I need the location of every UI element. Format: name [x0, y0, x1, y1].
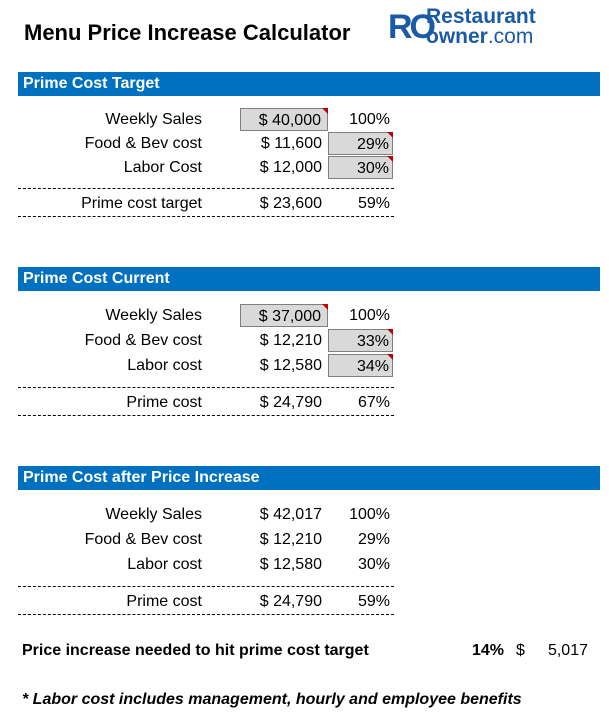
row-percent: 59% [357, 593, 390, 610]
row-percent: 59% [357, 195, 390, 212]
logo-text-line2: owner.com [426, 25, 534, 48]
row-percent: 29% [357, 531, 390, 548]
current-food-bev-row: Food & Bev cost $ 12,210 33% [0, 329, 609, 353]
target-food-bev-row: Food & Bev cost $ 11,600 29% [0, 132, 609, 156]
row-amount: $ 12,000 [259, 159, 322, 176]
row-amount: $ 23,600 [259, 195, 322, 212]
row-percent: 30% [357, 556, 390, 573]
row-label: Labor cost [127, 556, 202, 573]
logo-text-line1: Restaurant [426, 5, 536, 28]
comment-marker-icon[interactable] [387, 156, 393, 162]
current-labor-row: Labor cost $ 12,580 34% [0, 354, 609, 378]
after-food-bev-row: Food & Bev cost $ 12,210 29% [0, 528, 609, 552]
row-percent: 100% [349, 111, 390, 128]
row-percent: 100% [349, 506, 390, 523]
row-label: Weekly Sales [105, 307, 202, 324]
comment-marker-icon[interactable] [322, 108, 328, 114]
divider [18, 586, 394, 587]
comment-marker-icon[interactable] [322, 304, 328, 310]
after-weekly-sales-row: Weekly Sales $ 42,017 100% [0, 503, 609, 527]
section-header-target: Prime Cost Target [18, 72, 600, 96]
row-amount: $ 12,210 [259, 332, 322, 349]
target-food-bev-pct-input[interactable]: 29% [328, 132, 393, 155]
price-increase-label: Price increase needed to hit prime cost … [22, 642, 369, 659]
row-label: Food & Bev cost [84, 332, 202, 349]
comment-marker-icon[interactable] [387, 354, 393, 360]
after-total-row: Prime cost $ 24,790 59% [0, 590, 609, 614]
row-label: Food & Bev cost [84, 531, 202, 548]
page-title: Menu Price Increase Calculator [24, 20, 351, 45]
price-increase-currency: $ [516, 642, 525, 659]
row-amount: $ 12,580 [259, 556, 322, 573]
row-amount: $ 12,210 [259, 531, 322, 548]
row-amount: $ 42,017 [259, 506, 322, 523]
comment-marker-icon[interactable] [387, 132, 393, 138]
divider [18, 387, 394, 388]
current-weekly-sales-input[interactable]: $ 37,000 [240, 304, 328, 327]
row-percent: 67% [357, 394, 390, 411]
row-amount: $ 12,580 [259, 357, 322, 374]
row-label: Prime cost target [81, 195, 202, 212]
target-weekly-sales-input[interactable]: $ 40,000 [240, 108, 328, 131]
current-labor-pct-input[interactable]: 34% [328, 354, 393, 377]
row-label: Prime cost [126, 593, 202, 610]
target-weekly-sales-row: Weekly Sales $ 40,000 100% [0, 108, 609, 132]
row-label: Prime cost [126, 394, 202, 411]
footnote: * Labor cost includes management, hourly… [22, 691, 522, 708]
current-food-bev-pct-input[interactable]: 33% [328, 329, 393, 352]
divider [18, 415, 394, 416]
logo-mark-icon: RO [388, 8, 436, 46]
section-header-after-increase: Prime Cost after Price Increase [18, 466, 600, 490]
row-percent: 100% [349, 307, 390, 324]
target-total-row: Prime cost target $ 23,600 59% [0, 192, 609, 216]
price-increase-amount: 5,017 [547, 642, 588, 659]
current-total-row: Prime cost $ 24,790 67% [0, 391, 609, 415]
row-label: Food & Bev cost [84, 135, 202, 152]
divider [18, 216, 394, 217]
after-labor-row: Labor cost $ 12,580 30% [0, 553, 609, 577]
row-amount: $ 11,600 [260, 135, 322, 152]
divider [18, 188, 394, 189]
current-weekly-sales-row: Weekly Sales $ 37,000 100% [0, 304, 609, 328]
row-label: Weekly Sales [105, 506, 202, 523]
comment-marker-icon[interactable] [387, 329, 393, 335]
row-amount: $ 24,790 [259, 394, 322, 411]
row-label: Labor cost [127, 357, 202, 374]
section-header-current: Prime Cost Current [18, 267, 600, 291]
target-labor-row: Labor Cost $ 12,000 30% [0, 156, 609, 180]
row-label: Weekly Sales [105, 111, 202, 128]
row-amount: $ 24,790 [259, 593, 322, 610]
price-increase-percent: 14% [471, 642, 504, 659]
restaurant-owner-logo[interactable]: RO Restaurant owner.com [388, 5, 568, 48]
divider [18, 614, 394, 615]
row-label: Labor Cost [123, 159, 202, 176]
target-labor-pct-input[interactable]: 30% [328, 156, 393, 179]
